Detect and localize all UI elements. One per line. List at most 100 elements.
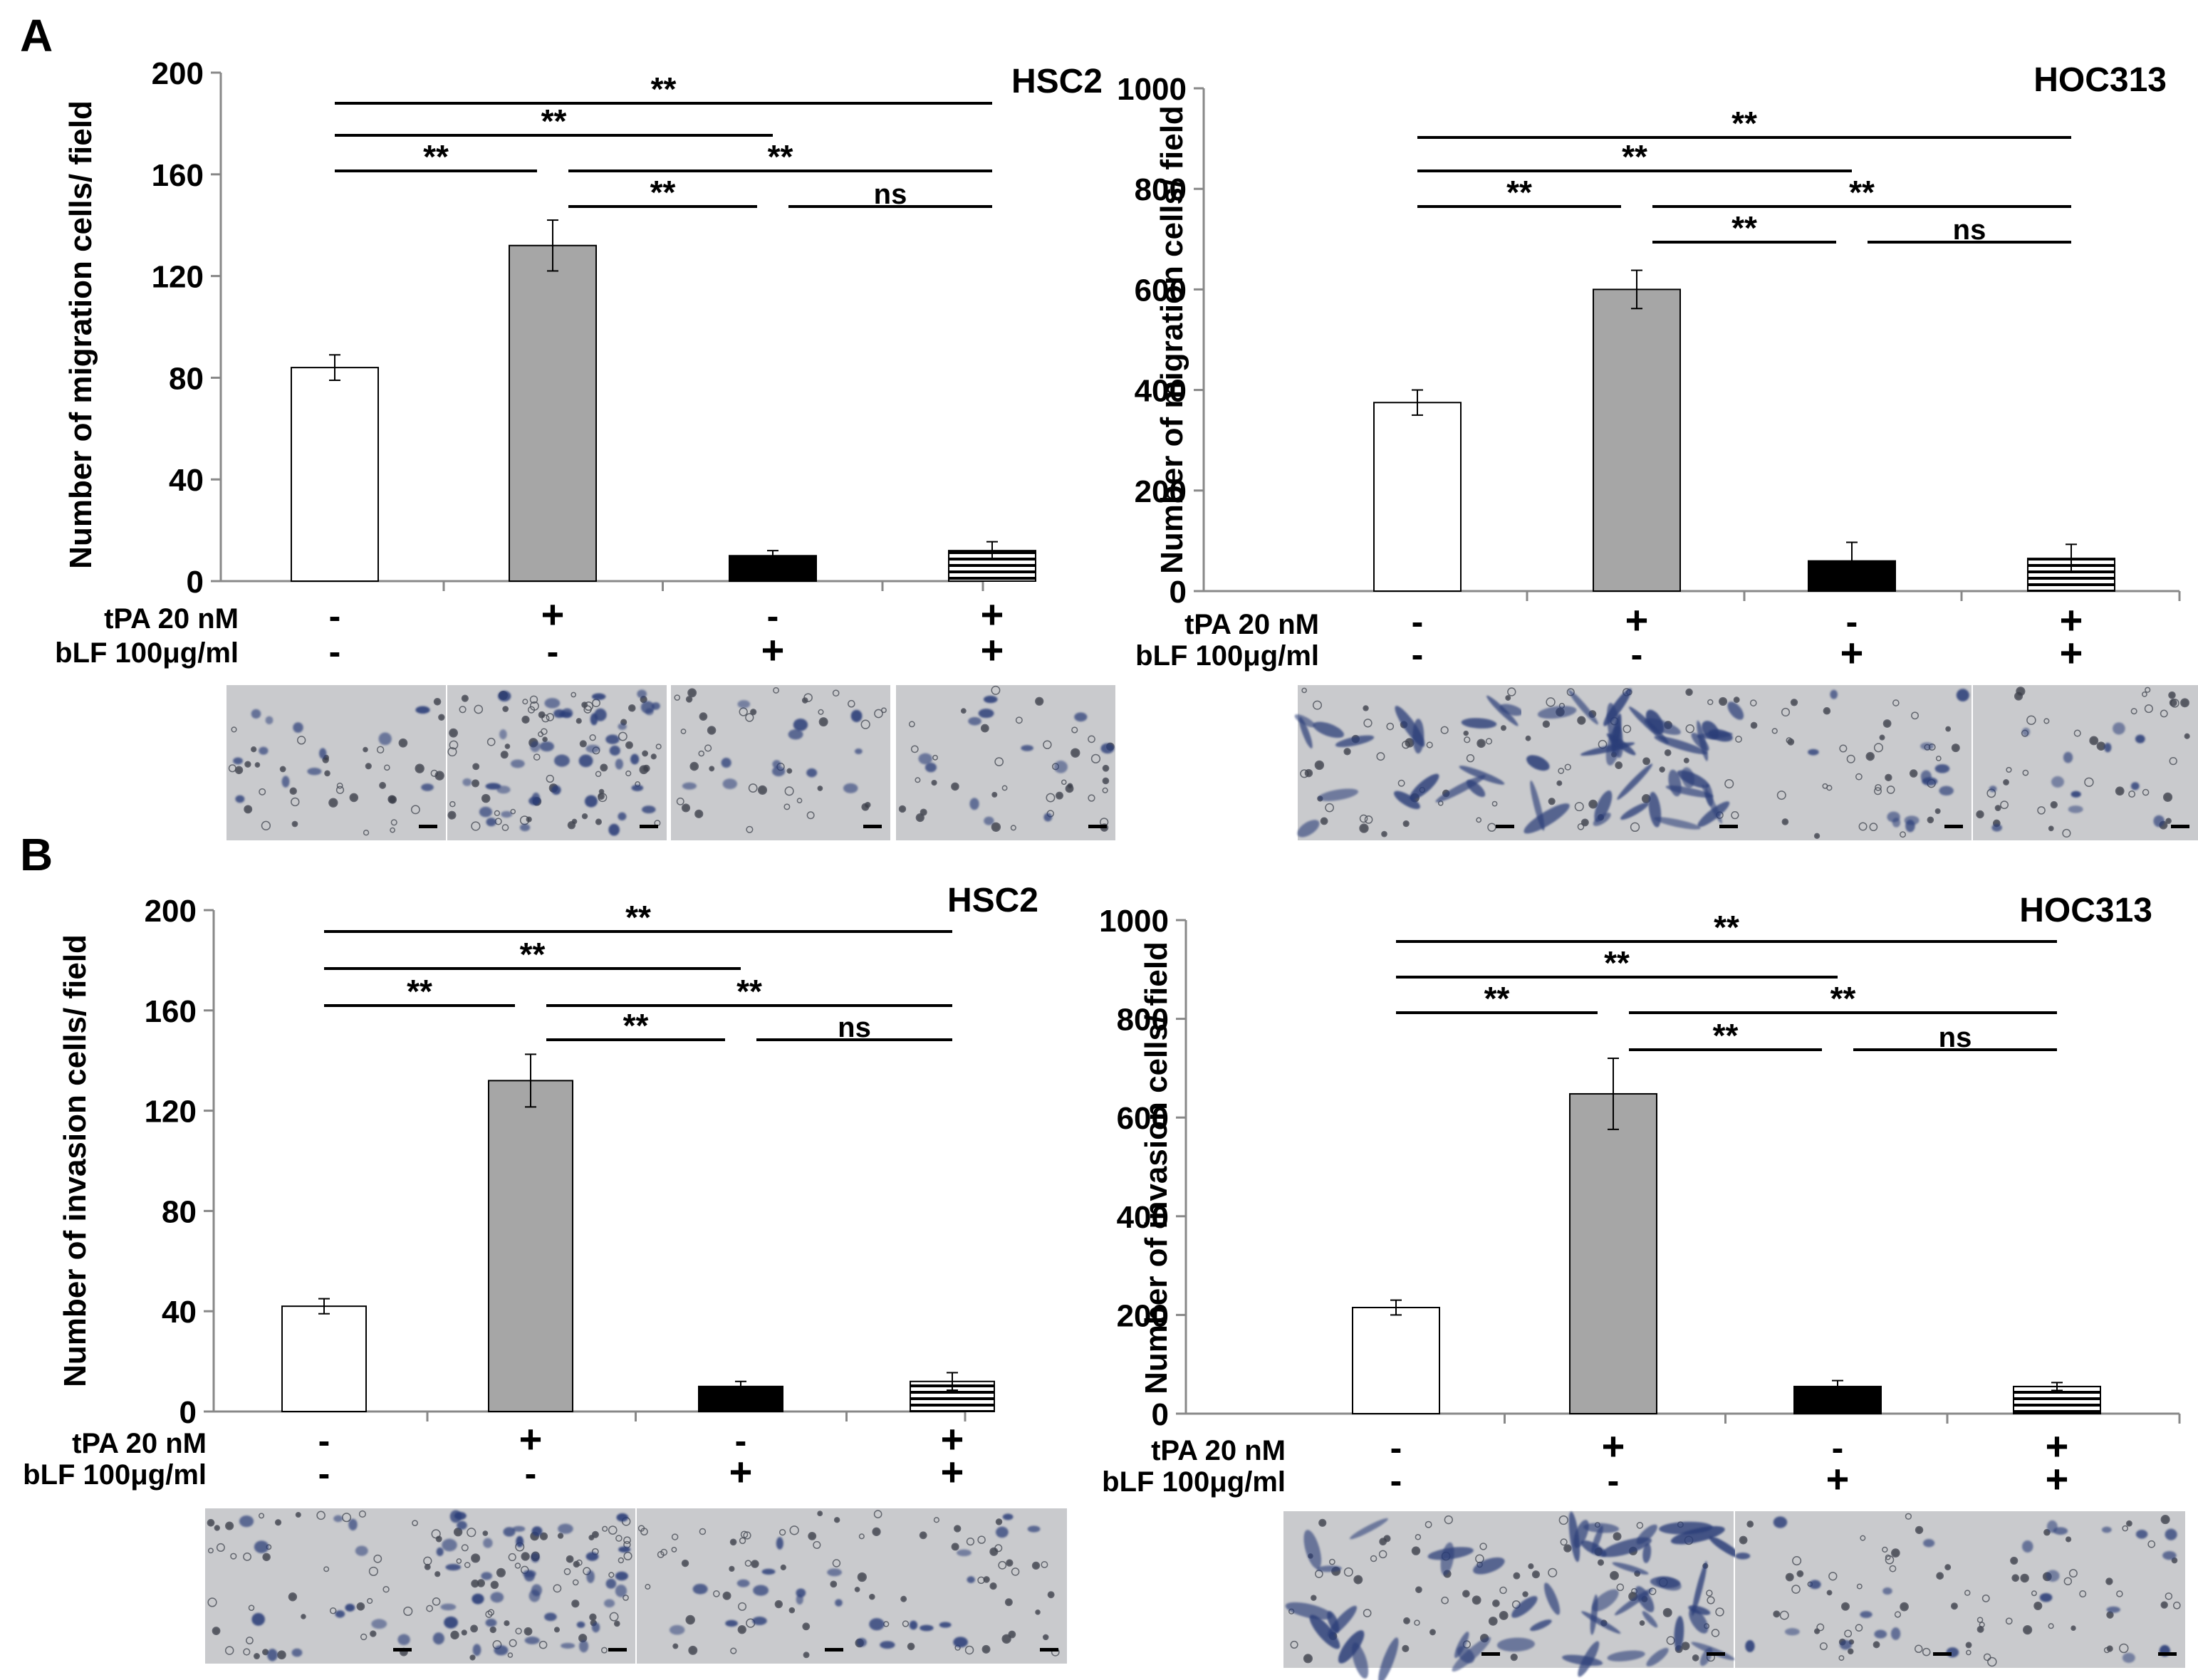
stained-cell [1991, 824, 2002, 832]
stained-cell [551, 785, 561, 795]
cell [1476, 739, 1486, 748]
micrograph [671, 685, 890, 840]
stained-cell [485, 1618, 497, 1627]
cell [1844, 1629, 1853, 1638]
blf-sign: + [1826, 1456, 1850, 1501]
y-tick-label: 400 [1135, 374, 1187, 409]
cell [1359, 823, 1369, 833]
cell [2180, 698, 2189, 708]
blf-sign: + [981, 627, 1004, 672]
cell [384, 764, 390, 771]
cell [494, 810, 501, 816]
blf-sign: + [729, 1449, 753, 1494]
cell [1055, 791, 1063, 800]
cell [1462, 1590, 1470, 1598]
stained-cell [510, 759, 525, 768]
cell [1090, 753, 1101, 763]
cell [2065, 1536, 2072, 1543]
cell [873, 1510, 882, 1518]
stained-cell [983, 695, 998, 704]
cell [744, 1560, 752, 1567]
stained-cell [1530, 1619, 1552, 1632]
cell [432, 1597, 441, 1606]
cell [296, 736, 306, 745]
cell [1823, 706, 1831, 715]
cell [861, 803, 870, 811]
stained-cell [1692, 1561, 1707, 1616]
stained-cell [721, 758, 731, 768]
cell [262, 1553, 271, 1562]
cell [1642, 757, 1651, 766]
y-tick-label: 600 [1117, 1101, 1169, 1136]
cell [449, 728, 458, 738]
cell [2005, 1617, 2013, 1625]
cell [1577, 716, 1586, 725]
stained-cell [1654, 817, 1701, 830]
cell [2162, 792, 2173, 802]
cell [931, 779, 937, 786]
cell [461, 1544, 469, 1552]
cell [813, 1540, 821, 1549]
cell [1613, 1532, 1622, 1541]
scale-bar [640, 825, 658, 828]
cell [1630, 822, 1640, 833]
cell [642, 764, 650, 773]
stained-cell [1606, 733, 1636, 756]
cell [2147, 1540, 2156, 1548]
cell [757, 785, 768, 795]
significance-ns: ns [1939, 1022, 1972, 1053]
stained-cell [918, 753, 932, 765]
significance-stars: ** [650, 174, 676, 211]
cell [1976, 1625, 1984, 1633]
cell [1564, 763, 1571, 771]
stained-cell [1303, 1530, 1322, 1569]
cell [230, 1553, 237, 1560]
cell [390, 819, 397, 826]
scale-bar [419, 825, 437, 828]
cell [2160, 1601, 2168, 1609]
stained-cell [967, 1576, 975, 1583]
cell [602, 1525, 608, 1532]
blf-sign: - [1608, 1461, 1620, 1501]
cell [1476, 817, 1482, 823]
cell [288, 1592, 298, 1602]
cell [2103, 1647, 2110, 1654]
cell [2011, 1574, 2020, 1582]
cell [2169, 756, 2177, 766]
cell [1397, 779, 1405, 787]
stained-cell [630, 753, 640, 765]
cell [1900, 831, 1907, 838]
cell [476, 1579, 486, 1587]
cell [1882, 719, 1892, 728]
significance-stars: ** [768, 138, 793, 175]
cell [1889, 1565, 1897, 1572]
stained-cell [1702, 784, 1723, 824]
stained-cell [531, 1553, 540, 1563]
stained-cell [499, 729, 507, 740]
cell [1411, 1546, 1421, 1555]
cell [1813, 833, 1821, 839]
panel-label-b: B [20, 829, 53, 880]
significance-stars: ** [625, 899, 651, 936]
cell [456, 1558, 462, 1564]
cell [510, 808, 516, 815]
cell [1892, 699, 1900, 706]
cell [1301, 687, 1307, 694]
cell [1466, 753, 1475, 763]
cell [1731, 810, 1739, 820]
cell [485, 1610, 493, 1618]
stained-cell [485, 783, 501, 790]
cell [2165, 818, 2172, 824]
significance-stars: ** [1484, 980, 1510, 1017]
cell [1739, 1535, 1748, 1545]
significance-ns: ns [838, 1012, 871, 1043]
cell [248, 1605, 255, 1611]
cell [722, 1591, 731, 1600]
cell [1318, 1518, 1327, 1527]
cell [1444, 1515, 1453, 1525]
cell [301, 1614, 306, 1619]
stained-cell [449, 1510, 462, 1523]
y-tick-label: 0 [179, 1395, 197, 1430]
cell [2125, 1520, 2132, 1527]
stained-cell [1486, 695, 1519, 726]
